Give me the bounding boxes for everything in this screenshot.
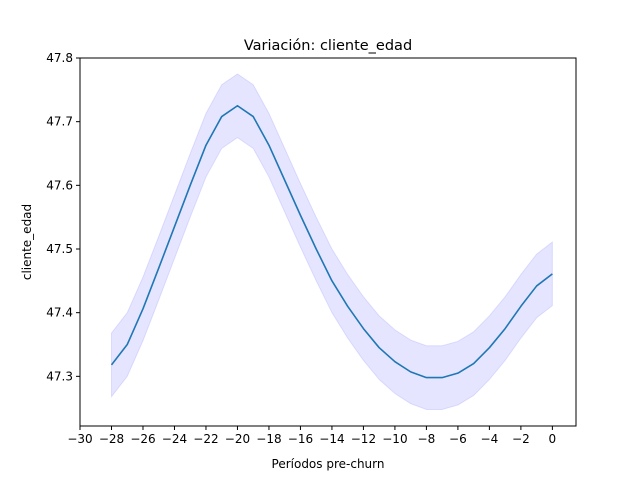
series-line (110, 104, 553, 379)
plot-area-frame (79, 57, 577, 427)
x-axis-title: Períodos pre-churn (272, 457, 385, 471)
y-tick-label: 47.4 (46, 306, 73, 320)
x-tick-label: −22 (193, 432, 218, 446)
x-tick-label: −10 (382, 432, 407, 446)
x-tick-label: −2 (512, 432, 530, 446)
x-axis: −30 −28 −26 −24 −22 −20 −18 −16 −14 −12 −10 −8 −6 −4−… (67, 426, 556, 446)
confidence-band (110, 73, 553, 410)
x-tick-label: −20 (225, 432, 250, 446)
x-tick-label: −18 (256, 432, 281, 446)
x-tick-label: −24 (162, 432, 187, 446)
confidence-band-layer (110, 73, 553, 410)
x-tick-label: −14 (319, 432, 344, 446)
series-line-layer (110, 104, 553, 379)
y-axis-title: cliente_edad (20, 204, 34, 280)
x-tick-label: −8 (418, 432, 436, 446)
x-tick-label: −28 (99, 432, 124, 446)
x-tick-label: −30 (67, 432, 92, 446)
x-tick-label: −4 (481, 432, 499, 446)
x-tick-label: −26 (130, 432, 155, 446)
x-tick-label: −12 (351, 432, 376, 446)
chart-title: Variación: cliente_edad (244, 38, 412, 54)
y-tick-label: 47.7 (46, 115, 73, 129)
y-tick-label: 47.8 (46, 51, 73, 65)
y-axis: 47.3 47.4 47.5 47.6 47.7 47.8 (46, 51, 80, 383)
y-tick-label: 47.6 (46, 178, 73, 192)
y-tick-label: 47.5 (46, 242, 73, 256)
x-tick-label: −6 (449, 432, 467, 446)
y-tick-label: 47.3 (46, 369, 73, 383)
x-tick-label: −16 (288, 432, 313, 446)
x-tick-label: 0 (549, 432, 557, 446)
